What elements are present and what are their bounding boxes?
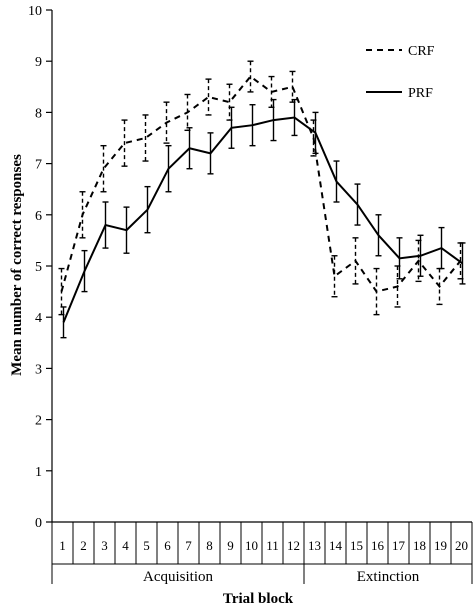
y-tick-label: 7 <box>35 158 42 173</box>
x-tick-label: 5 <box>143 538 150 553</box>
x-tick-label: 3 <box>101 538 108 553</box>
x-tick-label: 6 <box>164 538 171 553</box>
x-tick-label: 11 <box>266 538 279 553</box>
x-tick-label: 19 <box>434 538 447 553</box>
legend: CRF PRF <box>366 44 435 101</box>
y-tick-label: 4 <box>35 311 42 326</box>
x-axis-title: Trial block <box>223 591 294 607</box>
x-tick-label: 17 <box>392 538 406 553</box>
y-tick-label: 10 <box>28 4 42 19</box>
x-tick-label: 7 <box>185 538 192 553</box>
x-tick-label: 9 <box>227 538 234 553</box>
crf-series-line <box>60 75 462 293</box>
x-tick-label: 8 <box>206 538 213 553</box>
x-tick-label: 20 <box>455 538 468 553</box>
y-tick-label: 6 <box>35 209 42 224</box>
group-label: Extinction <box>357 569 420 585</box>
x-tick-label: 15 <box>350 538 363 553</box>
y-tick-label: 2 <box>35 414 42 429</box>
legend-crf-label: CRF <box>408 44 435 59</box>
y-tick-label: 5 <box>35 260 42 275</box>
x-tick-label: 13 <box>308 538 321 553</box>
x-tick-label: 1 <box>59 538 66 553</box>
y-tick-label: 8 <box>35 106 42 121</box>
x-tick-label: 18 <box>413 538 426 553</box>
y-tick-label: 1 <box>35 465 42 480</box>
x-tick-label: 2 <box>80 538 87 553</box>
x-tick-label: 14 <box>329 538 343 553</box>
x-tick-label: 4 <box>122 538 129 553</box>
prf-series-line <box>62 116 464 323</box>
y-tick-label: 9 <box>35 55 42 70</box>
x-tick-label: 16 <box>371 538 385 553</box>
y-tick-label: 3 <box>35 362 42 377</box>
x-tick-label: 12 <box>287 538 300 553</box>
y-tick-label: 0 <box>35 516 42 531</box>
group-label: Acquisition <box>143 569 213 585</box>
y-axis-title: Mean number of correct responses <box>9 154 25 376</box>
legend-prf-label: PRF <box>408 86 433 101</box>
x-tick-label: 10 <box>245 538 258 553</box>
